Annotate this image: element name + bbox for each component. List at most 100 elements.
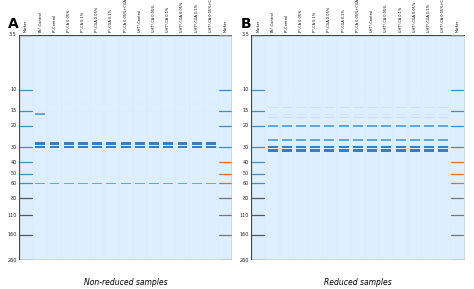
Text: 10: 10	[10, 87, 17, 92]
Bar	[353, 146, 363, 149]
Bar	[296, 146, 306, 149]
Text: 10: 10	[243, 87, 249, 92]
Text: 80: 80	[10, 196, 17, 201]
Text: 30: 30	[243, 144, 249, 150]
Bar	[35, 113, 46, 115]
Bar	[177, 146, 187, 149]
Text: UHT*-CGA 0.1%: UHT*-CGA 0.1%	[427, 4, 431, 32]
Bar	[282, 139, 292, 140]
Text: 60: 60	[243, 181, 249, 186]
Bar	[191, 146, 201, 149]
Bar	[120, 146, 130, 149]
Text: Marker: Marker	[24, 20, 28, 32]
Text: P*-CA 0.05%: P*-CA 0.05%	[67, 10, 71, 32]
Bar	[353, 149, 363, 152]
Text: UHT*-CGA 0.05%: UHT*-CGA 0.05%	[413, 2, 417, 32]
Bar	[381, 139, 391, 140]
Bar	[267, 125, 277, 127]
Bar	[92, 146, 102, 149]
Text: UHT*-CA 0.1%: UHT*-CA 0.1%	[399, 7, 402, 32]
Text: UHT*-CA 0.05%: UHT*-CA 0.05%	[384, 5, 388, 32]
Bar	[149, 142, 159, 144]
Bar	[35, 146, 46, 149]
Bar	[92, 142, 102, 144]
Bar	[206, 146, 216, 149]
Text: 15: 15	[10, 108, 17, 113]
Bar	[395, 139, 405, 140]
Bar	[78, 146, 88, 149]
Bar	[381, 146, 391, 149]
Text: 30: 30	[10, 144, 17, 150]
Bar	[324, 139, 334, 140]
Text: P*-CGA 0.05%: P*-CGA 0.05%	[95, 7, 99, 32]
Text: 40: 40	[10, 160, 17, 165]
Text: 260: 260	[8, 257, 17, 263]
Bar	[78, 183, 88, 184]
Bar	[106, 146, 117, 149]
Bar	[338, 139, 348, 140]
Text: UHT*-CA 0.05%+CGA 0.05%: UHT*-CA 0.05%+CGA 0.05%	[209, 0, 213, 32]
Bar	[135, 183, 145, 184]
Bar	[410, 149, 419, 152]
Bar	[92, 183, 102, 184]
Bar	[163, 146, 173, 149]
Text: 50: 50	[10, 171, 17, 176]
Text: P*-CA 0.1%: P*-CA 0.1%	[313, 12, 317, 32]
Text: Marker: Marker	[456, 20, 459, 32]
Text: 15: 15	[243, 108, 249, 113]
Bar	[163, 142, 173, 144]
Bar	[310, 125, 320, 127]
Bar	[106, 183, 117, 184]
Bar	[149, 183, 159, 184]
Text: 3.5: 3.5	[241, 32, 249, 37]
Bar	[424, 139, 434, 140]
Text: 3.5: 3.5	[9, 32, 17, 37]
Bar	[49, 183, 60, 184]
Text: 260: 260	[240, 257, 249, 263]
Bar	[35, 183, 46, 184]
Text: P*-CGA 0.05%: P*-CGA 0.05%	[328, 7, 331, 32]
Bar	[177, 142, 187, 144]
Bar	[438, 146, 448, 149]
Text: 110: 110	[240, 213, 249, 218]
Text: 60: 60	[10, 181, 17, 186]
Bar	[206, 142, 216, 144]
Text: P*-CA 0.05%: P*-CA 0.05%	[299, 10, 303, 32]
Bar	[424, 149, 434, 152]
Bar	[367, 146, 377, 149]
Bar	[191, 142, 201, 144]
Bar	[381, 149, 391, 152]
Bar	[267, 146, 277, 149]
Text: UHT*-CA 0.1%: UHT*-CA 0.1%	[166, 7, 170, 32]
Text: Marker: Marker	[256, 20, 260, 32]
Bar	[120, 183, 130, 184]
Bar	[64, 146, 73, 149]
Bar	[282, 149, 292, 152]
Text: UHT*-CA 0.05%: UHT*-CA 0.05%	[152, 5, 156, 32]
Bar	[395, 146, 405, 149]
Text: 110: 110	[8, 213, 17, 218]
Text: BS*-Control: BS*-Control	[271, 12, 274, 32]
Bar	[338, 146, 348, 149]
Bar	[282, 146, 292, 149]
Text: 80: 80	[243, 196, 249, 201]
Bar	[353, 125, 363, 127]
Bar	[296, 149, 306, 152]
Bar	[310, 149, 320, 152]
Bar	[49, 142, 60, 144]
Bar	[424, 146, 434, 149]
Bar	[395, 125, 405, 127]
Bar	[296, 139, 306, 140]
Bar	[149, 146, 159, 149]
Bar	[78, 142, 88, 144]
Bar	[438, 149, 448, 152]
Bar	[367, 125, 377, 127]
Bar	[296, 125, 306, 127]
Text: UHT*-CA 0.05%+CGA 0.05%: UHT*-CA 0.05%+CGA 0.05%	[441, 0, 445, 32]
Bar	[267, 139, 277, 140]
Bar	[267, 149, 277, 152]
Bar	[410, 125, 419, 127]
Text: P*-Control: P*-Control	[53, 14, 56, 32]
Text: UHT*-Control: UHT*-Control	[138, 9, 142, 32]
Bar	[381, 125, 391, 127]
